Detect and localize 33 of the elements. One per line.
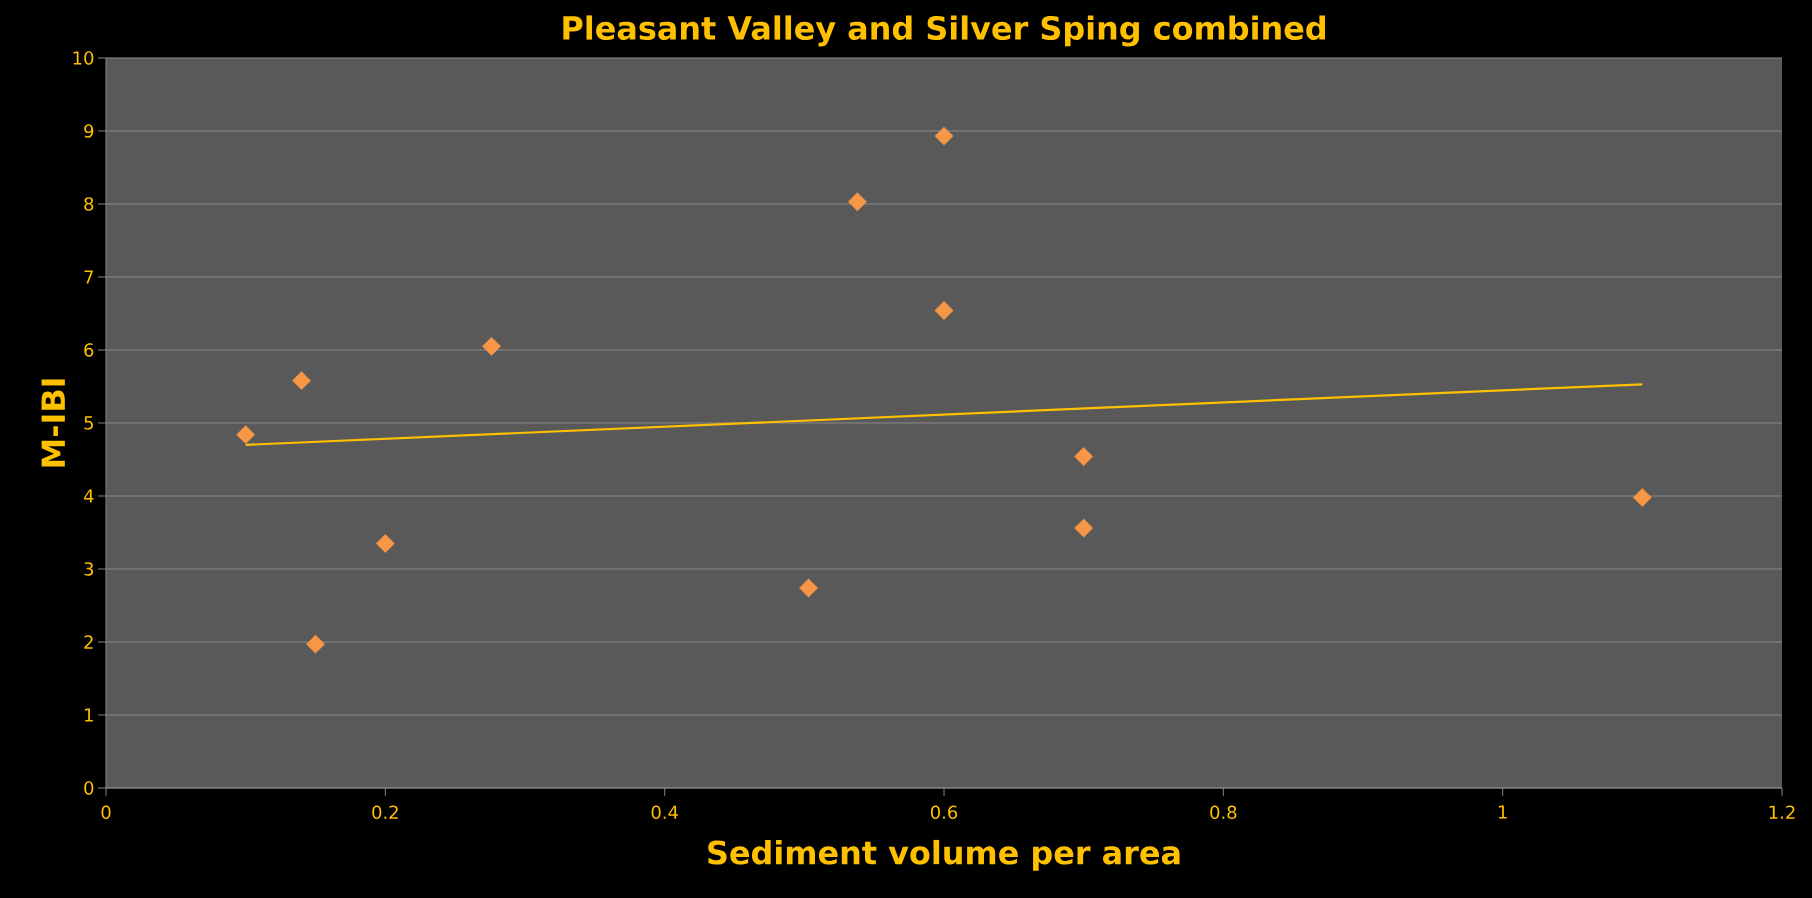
y-tick-label: 7 [84,270,93,284]
y-tick-label: 4 [83,489,94,503]
x-tick-label: 0.6 [930,805,958,820]
point [1074,447,1094,466]
point [236,425,256,445]
y-tick-label: 1 [85,708,93,722]
x-tick-label: 0.2 [372,805,398,820]
y-tick-label: 0 [84,781,94,795]
x-tick-label: 1 [1498,805,1507,819]
y-axis-title: M-IBI [41,379,65,467]
point [1074,518,1094,538]
point [306,634,325,654]
point [848,192,867,212]
x-tick-label: 1.2 [1769,805,1795,819]
x-tick-label: 0.4 [651,805,678,820]
x-tick-label: 0 [101,805,111,820]
x-axis-title: Sediment volume per area [708,839,1180,871]
y-tick-label: 2 [84,635,93,649]
point [934,126,954,146]
y-tick-label: 3 [84,562,94,576]
y-tick-label: 6 [84,343,94,357]
y-tick-label: 8 [84,197,94,211]
y-tick-label: 9 [84,124,94,138]
y-tick-label: 10 [73,51,94,65]
point [934,301,954,320]
point [799,578,818,598]
x-tick-label: 0.8 [1210,805,1237,820]
chart-title: Pleasant Valley and Silver Sping combined [563,15,1325,47]
point [375,534,395,553]
y-tick-label: 5 [84,416,93,430]
point [482,336,501,356]
point [292,371,311,391]
point [1632,488,1652,507]
